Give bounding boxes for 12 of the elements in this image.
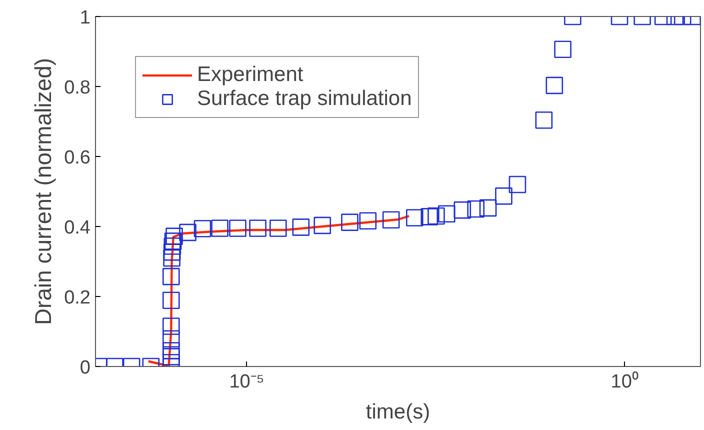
- y-tick-label: 0.6: [64, 148, 91, 168]
- y-axis-title: Drain current (normalized): [30, 58, 56, 326]
- x-axis-title: time(s): [366, 400, 430, 424]
- y-tick-label: 0.4: [64, 218, 91, 238]
- y-tick-label: 0.8: [64, 78, 91, 98]
- legend-label: Experiment: [197, 63, 304, 87]
- y-tick-label: 1: [80, 8, 91, 28]
- y-tick-label: 0: [80, 358, 91, 378]
- legend-label: Surface trap simulation: [197, 87, 412, 111]
- x-tick-label: 10⁰: [610, 370, 639, 392]
- x-tick-label: 10⁻⁵: [229, 372, 264, 392]
- y-tick-label: 0.2: [64, 288, 91, 308]
